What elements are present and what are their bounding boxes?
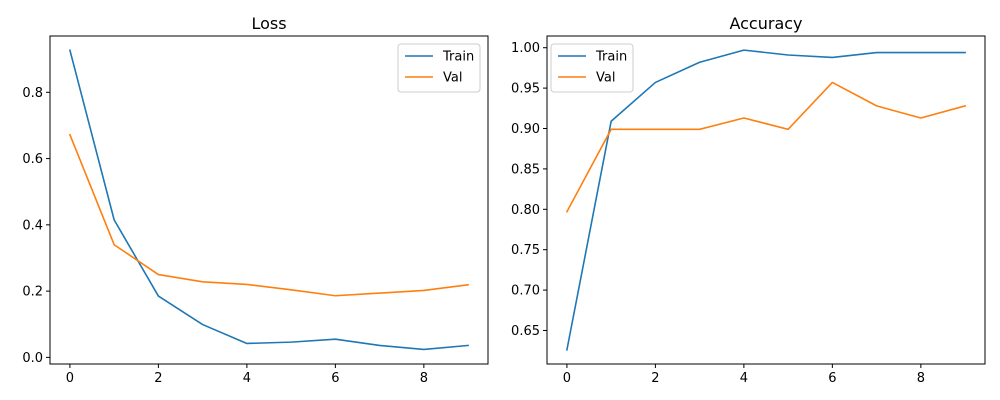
series-line-train: [68, 49, 469, 351]
y-tick-label: 0.4: [22, 218, 43, 233]
x-tick-label: 6: [331, 371, 339, 386]
axes-frame: [546, 35, 986, 365]
y-tick-label: 0.90: [511, 122, 540, 137]
legend-label-train: Train: [442, 50, 474, 65]
y-tick-label: 0.6: [22, 152, 43, 167]
x-tick-label: 6: [828, 371, 836, 386]
x-tick-label: 2: [651, 371, 659, 386]
chart-title: Accuracy: [729, 14, 802, 33]
y-tick-label: 0.95: [511, 82, 540, 97]
y-tick-label: 0.85: [511, 162, 540, 177]
x-tick-label: 0: [563, 371, 571, 386]
y-tick-label: 0.0: [22, 351, 43, 366]
x-tick-label: 4: [740, 371, 748, 386]
series-line-val: [565, 81, 967, 213]
chart-panel-2: Accuracy 0 2 4 6 8 0.65 0.70 0.75 0.80 0.85 0.90 0.9…: [511, 14, 986, 386]
x-tick-label: 0: [66, 371, 74, 386]
x-tick-label: 8: [917, 371, 925, 386]
legend-label-train: Train: [595, 50, 627, 65]
legend: Train Val: [397, 43, 481, 93]
legend-label-val: Val: [596, 71, 615, 86]
series-line-val: [68, 133, 469, 297]
legend-label-val: Val: [443, 71, 462, 86]
y-tick-label: 0.8: [22, 86, 43, 101]
chart-title: Loss: [251, 14, 286, 33]
y-tick-label: 1.00: [511, 41, 540, 56]
x-tick-label: 2: [154, 371, 162, 386]
series-line-train: [565, 49, 966, 351]
legend: Train Val: [550, 43, 634, 93]
x-tick-label: 8: [420, 371, 428, 386]
y-tick-label: 0.65: [511, 324, 540, 339]
y-tick-label: 0.75: [511, 243, 540, 258]
y-tick-label: 0.70: [511, 284, 540, 299]
x-tick-label: 4: [243, 371, 251, 386]
y-tick-label: 0.80: [511, 203, 540, 218]
axes-frame: [49, 35, 489, 365]
y-tick-label: 0.2: [22, 285, 43, 300]
chart-panel-1: Loss 0 2 4 6 8 0.0 0.2 0.4 0.6 0.8 Train Val: [22, 14, 489, 386]
